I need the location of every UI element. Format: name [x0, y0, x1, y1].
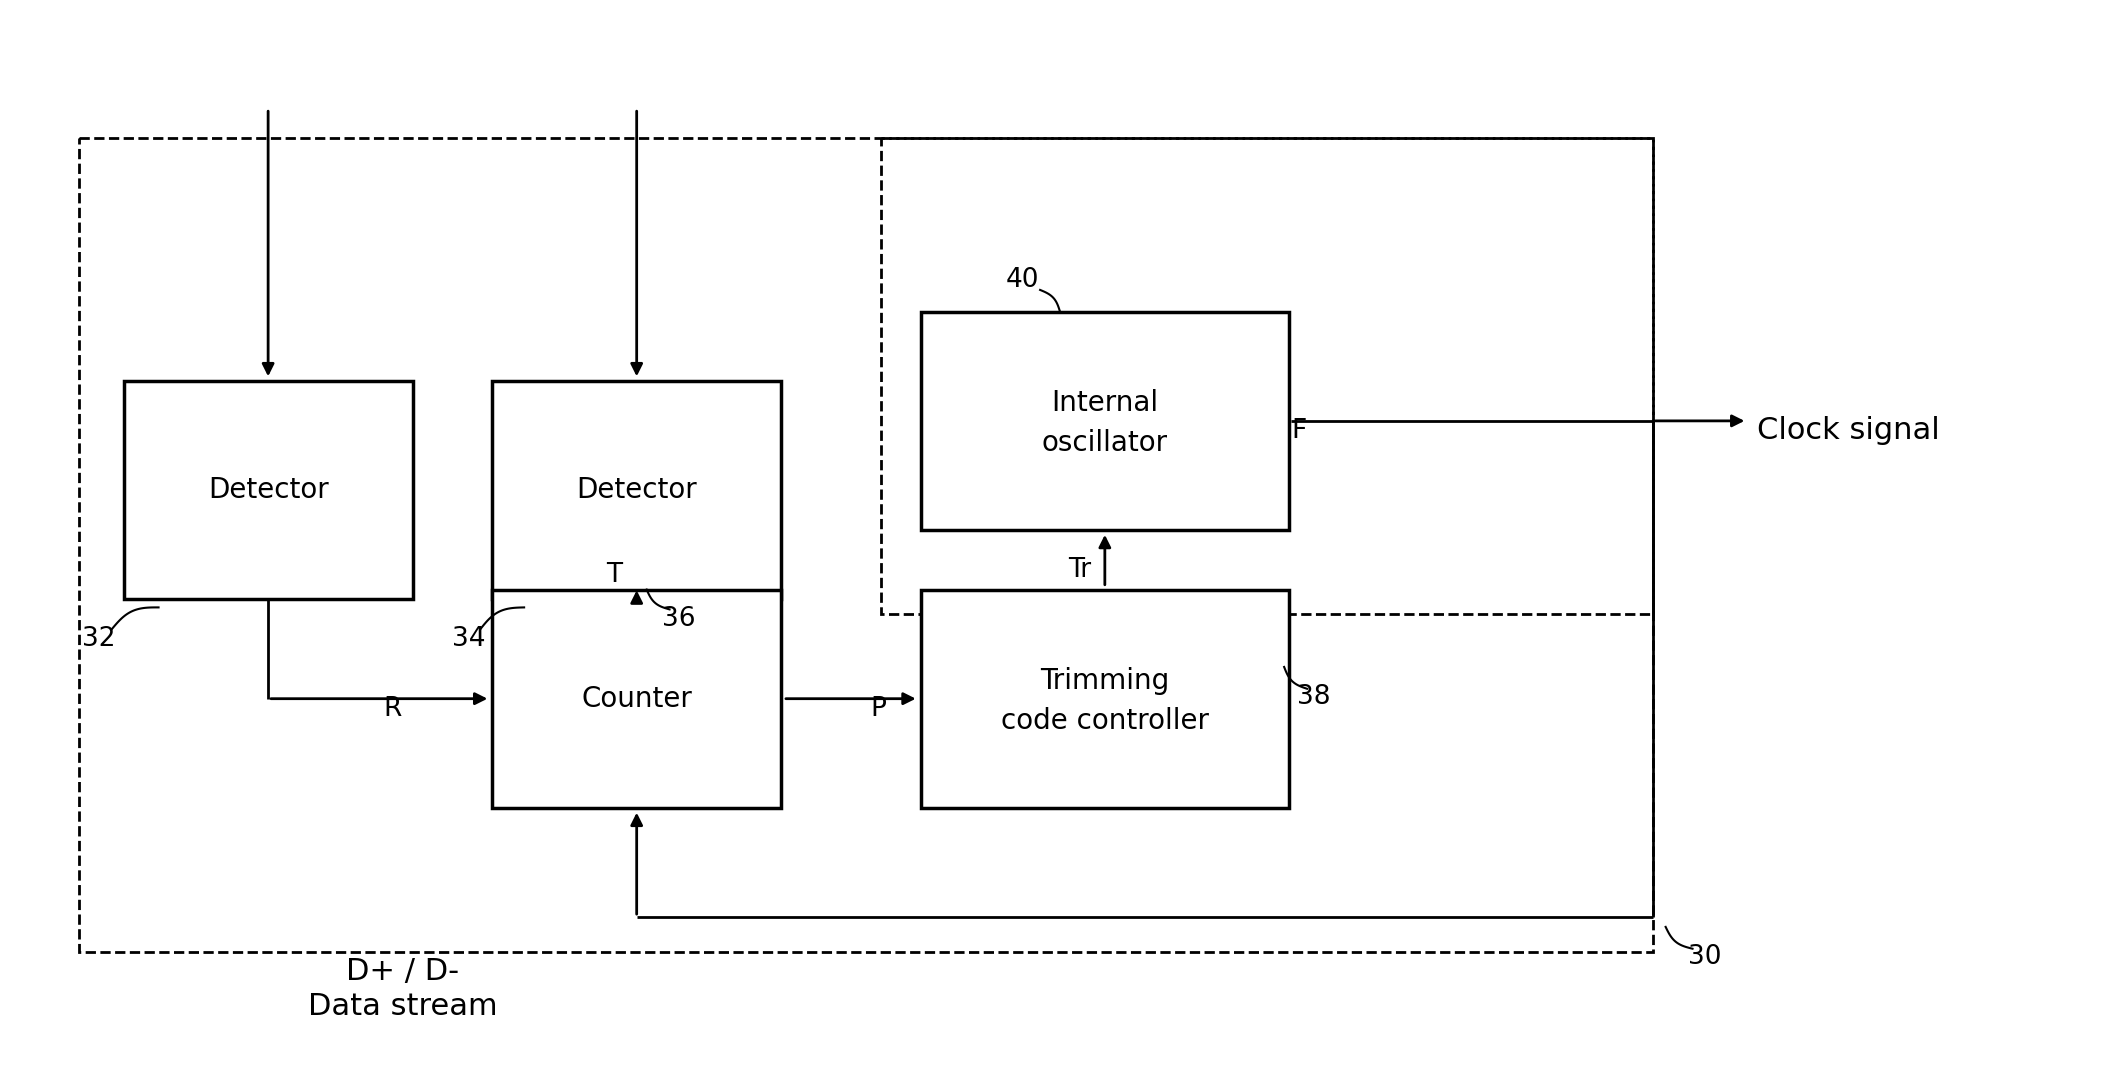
- Bar: [123, 381, 413, 600]
- Text: oscillator: oscillator: [1042, 429, 1168, 457]
- Text: Detector: Detector: [208, 476, 328, 505]
- Text: 32: 32: [81, 626, 115, 652]
- Bar: [79, 138, 1653, 952]
- Text: Tr: Tr: [1068, 557, 1091, 583]
- Text: 40: 40: [1006, 267, 1038, 293]
- Text: P: P: [870, 695, 887, 722]
- Text: Data stream: Data stream: [308, 992, 498, 1020]
- Text: Clock signal: Clock signal: [1757, 416, 1940, 445]
- Bar: [491, 590, 781, 808]
- Text: 30: 30: [1687, 944, 1721, 969]
- Text: F: F: [1291, 417, 1306, 444]
- Bar: [921, 590, 1289, 808]
- Text: R: R: [383, 695, 402, 722]
- Bar: [881, 138, 1653, 615]
- Text: 36: 36: [661, 606, 696, 633]
- Text: 38: 38: [1297, 684, 1332, 709]
- Text: 34: 34: [453, 626, 485, 652]
- Text: Counter: Counter: [581, 685, 691, 712]
- Bar: [921, 312, 1289, 530]
- Text: Trimming: Trimming: [1040, 667, 1170, 694]
- Text: T: T: [606, 561, 621, 588]
- Bar: [491, 381, 781, 600]
- Text: code controller: code controller: [1002, 706, 1208, 735]
- Text: D+ / D-: D+ / D-: [347, 957, 459, 986]
- Text: Detector: Detector: [576, 476, 698, 505]
- Text: Internal: Internal: [1051, 389, 1159, 417]
